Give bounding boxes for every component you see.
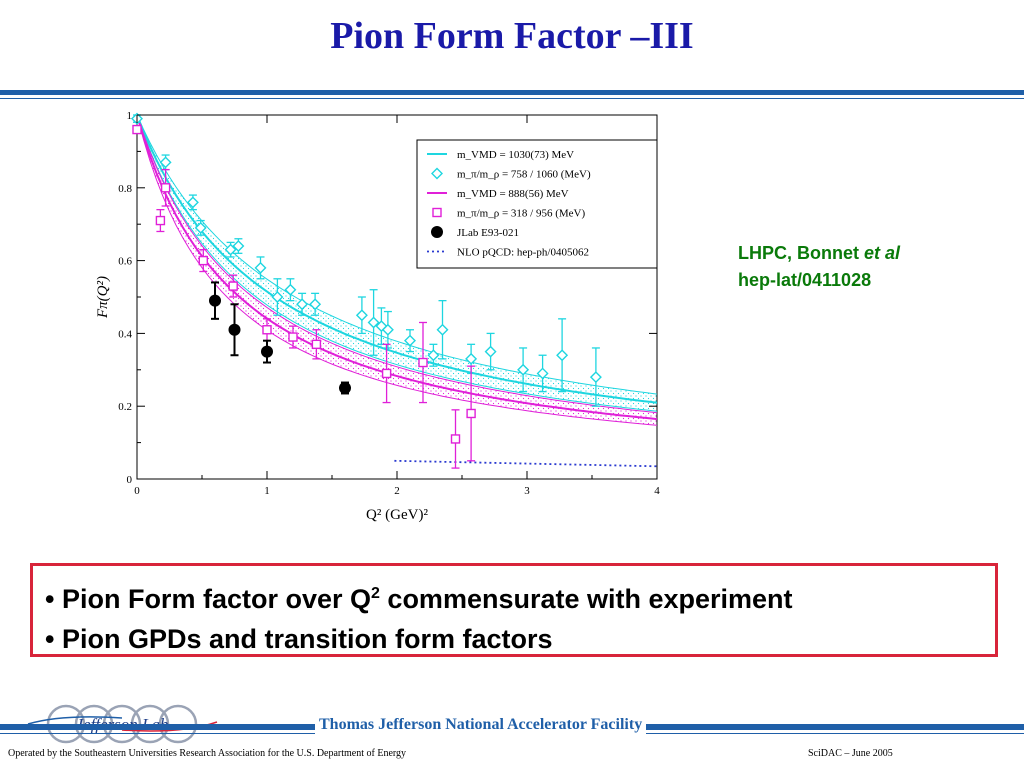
slide-title: Pion Form Factor –III — [330, 15, 694, 57]
data-point-circle — [209, 294, 221, 307]
data-point-square — [262, 325, 272, 335]
data-point-diamond — [436, 323, 449, 336]
bullet-1-suffix: commensurate with experiment — [379, 584, 793, 614]
footer-event-note: SciDAC – June 2005 — [808, 748, 893, 759]
reference-etal: et al — [864, 243, 901, 263]
data-point-diamond — [309, 298, 322, 311]
data-point-square — [198, 255, 209, 266]
y-axis-label: Fπ(Q²) — [95, 276, 111, 319]
x-tick-label: 0 — [134, 485, 140, 497]
data-points — [131, 112, 602, 469]
footer-operator-note: Operated by the Southeastern Universitie… — [8, 748, 407, 759]
model-band-upper-1 — [136, 114, 658, 414]
bullet-2: • Pion GPDs and transition form factors — [45, 619, 985, 659]
data-point-square — [228, 281, 238, 291]
data-point-diamond — [271, 291, 284, 303]
bullet-1-prefix: • Pion Form factor over Q — [45, 584, 372, 614]
data-point-square — [132, 124, 142, 135]
data-point-diamond — [355, 309, 368, 322]
data-point-square — [418, 357, 428, 368]
summary-box: • Pion Form factor over Q2 commensurate … — [30, 563, 998, 657]
data-point-diamond — [367, 316, 380, 329]
data-point-diamond — [232, 240, 245, 253]
legend-label: m_VMD = 888(56) MeV — [457, 188, 569, 200]
y-tick-label: 0.2 — [118, 401, 132, 413]
y-tick-label: 0 — [127, 474, 133, 486]
y-tick-label: 1 — [127, 110, 133, 122]
reference-arxiv: hep-lat/0411028 — [738, 270, 872, 290]
data-point-square — [288, 332, 298, 342]
data-point-square — [160, 183, 171, 193]
x-axis-label: Q² (GeV)² — [366, 507, 428, 523]
legend-label: m_π/m_ρ = 758 / 1060 (MeV) — [457, 169, 591, 181]
data-point-square — [381, 368, 392, 379]
model-lines — [136, 114, 658, 468]
legend-label: NLO pQCD: hep-ph/0405062 — [457, 247, 589, 259]
data-point-diamond — [556, 349, 569, 362]
axes: 0 1 2 3 4 0 0.2 0.4 0.6 0.8 1 Q² (GeV)² Fπ(Q²) — [95, 110, 660, 523]
data-point-circle — [339, 382, 351, 394]
legend-swatch-circle — [431, 226, 443, 238]
data-point-square — [311, 339, 322, 350]
legend-swatch-diamond — [431, 167, 443, 180]
data-point-diamond — [404, 334, 416, 347]
data-point-diamond — [589, 371, 602, 384]
reference-authors: LHPC, Bonnet — [738, 243, 864, 263]
y-tick-label: 0.4 — [118, 328, 132, 340]
x-tick-label: 1 — [264, 485, 270, 497]
model-line-1 — [136, 114, 658, 421]
data-point-diamond — [517, 363, 530, 376]
data-point-diamond — [536, 367, 549, 380]
legend-box — [416, 139, 658, 269]
data-point-diamond — [194, 221, 207, 234]
data-point-diamond — [159, 156, 172, 169]
y-tick-label: 0.6 — [118, 256, 132, 268]
data-point-diamond — [296, 298, 309, 311]
model-band-upper-0 — [136, 114, 658, 395]
data-point-diamond — [465, 352, 478, 365]
data-point-diamond — [381, 323, 394, 336]
model-band-lower-1 — [136, 114, 658, 426]
legend-label: JLab E93-021 — [457, 227, 519, 239]
data-point-diamond — [427, 349, 440, 362]
legend-label: m_π/m_ρ = 318 / 956 (MeV) — [457, 208, 585, 220]
reference-note: LHPC, Bonnet et al hep-lat/0411028 — [738, 240, 900, 294]
data-point-square — [450, 434, 461, 444]
title-rule-thin — [0, 98, 1024, 99]
x-tick-label: 4 — [654, 485, 660, 497]
data-point-diamond — [484, 345, 497, 358]
x-tick-label: 2 — [394, 485, 400, 497]
model-band-lower-0 — [136, 114, 658, 412]
data-point-circle — [261, 345, 273, 358]
bullet-1: • Pion Form factor over Q2 commensurate … — [45, 574, 985, 619]
legend: m_VMD = 1030(73) MeV m_π/m_ρ = 758 / 1060… — [416, 139, 658, 269]
data-point-square — [155, 215, 166, 226]
legend-label: m_VMD = 1030(73) MeV — [457, 149, 574, 161]
pqcd-line-0 — [394, 459, 658, 468]
data-point-diamond — [254, 261, 267, 274]
x-tick-label: 3 — [524, 485, 530, 497]
data-point-diamond — [284, 283, 297, 296]
footer-lab-name: Thomas Jefferson National Accelerator Fa… — [315, 716, 647, 734]
data-point-diamond — [186, 196, 199, 209]
title-rule — [0, 90, 1024, 95]
data-point-square — [466, 408, 476, 419]
model-line-0 — [136, 114, 658, 404]
data-point-diamond — [224, 243, 237, 256]
pion-form-factor-chart: 0 1 2 3 4 0 0.2 0.4 0.6 0.8 1 Q² (GeV)² Fπ(Q²) m_VMD… — [95, 110, 660, 523]
legend-swatch-square — [432, 207, 442, 218]
data-point-circle — [228, 323, 241, 336]
bullet-2-prefix: • Pion GPDs and transition form factors — [45, 624, 553, 654]
y-tick-label: 0.8 — [118, 183, 132, 195]
bullet-1-sup: 2 — [371, 585, 380, 602]
